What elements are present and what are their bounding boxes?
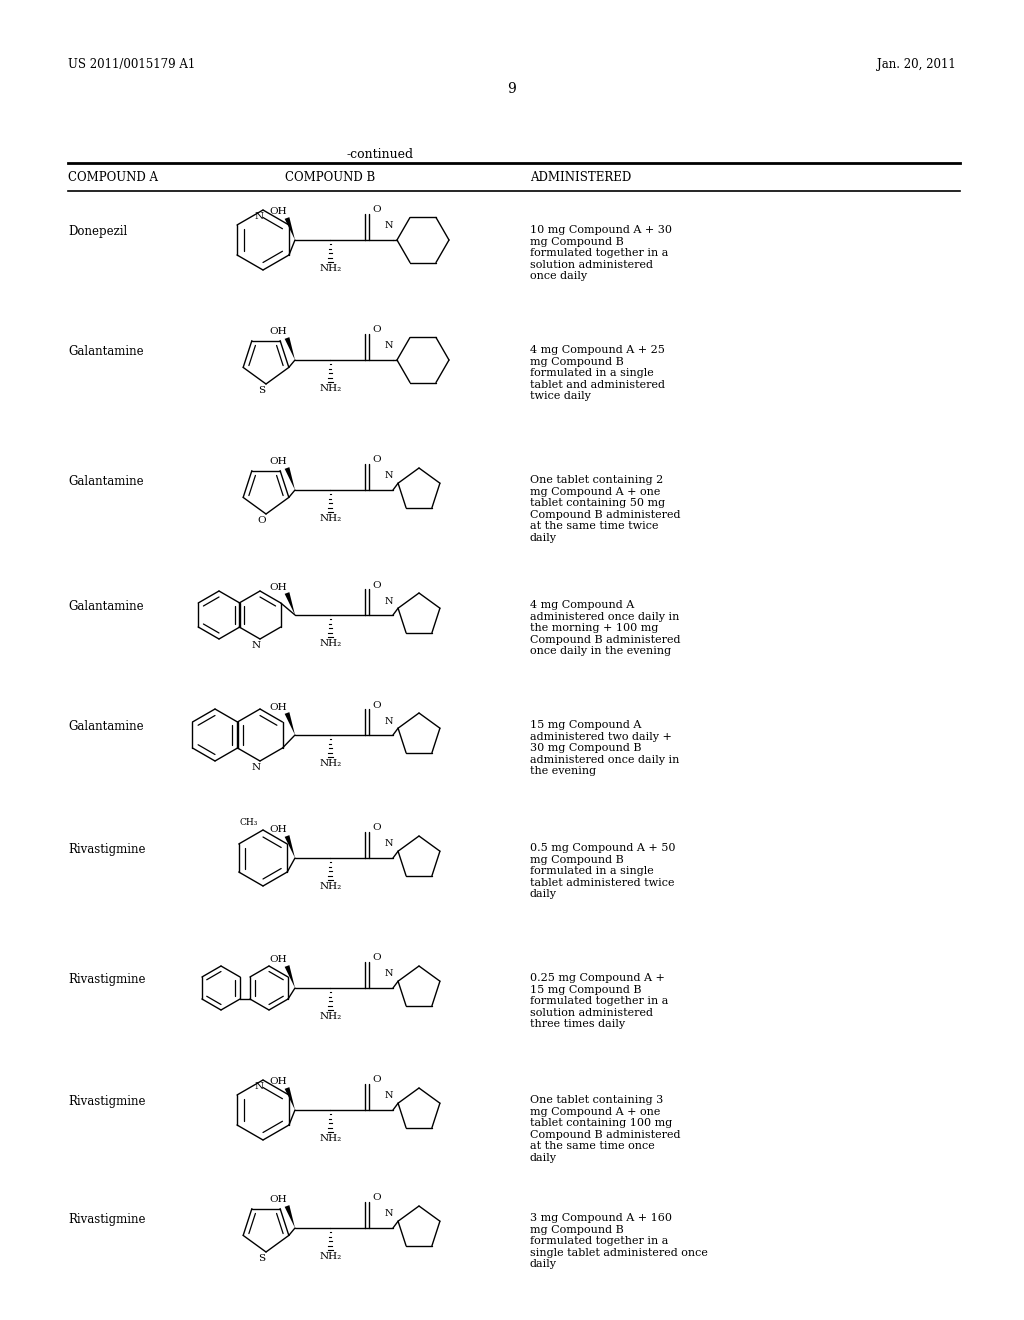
Text: 9: 9 — [508, 82, 516, 96]
Text: N: N — [385, 717, 393, 726]
Text: N: N — [385, 222, 393, 231]
Text: O: O — [372, 701, 381, 710]
Text: O: O — [258, 516, 266, 525]
Text: N: N — [252, 642, 260, 649]
Text: NH₂: NH₂ — [319, 639, 342, 648]
Text: 4 mg Compound A
administered once daily in
the morning + 100 mg
Compound B admin: 4 mg Compound A administered once daily … — [530, 601, 681, 656]
Text: Jan. 20, 2011: Jan. 20, 2011 — [878, 58, 956, 71]
Text: 0.5 mg Compound A + 50
mg Compound B
formulated in a single
tablet administered : 0.5 mg Compound A + 50 mg Compound B for… — [530, 843, 676, 899]
Text: OH: OH — [269, 582, 287, 591]
Text: COMPOUND A: COMPOUND A — [68, 172, 158, 183]
Text: O: O — [372, 824, 381, 833]
Polygon shape — [285, 337, 295, 360]
Text: O: O — [372, 206, 381, 214]
Text: NH₂: NH₂ — [319, 1134, 342, 1143]
Text: OH: OH — [269, 1196, 287, 1204]
Text: OH: OH — [269, 327, 287, 337]
Text: NH₂: NH₂ — [319, 384, 342, 393]
Text: N: N — [255, 1082, 264, 1092]
Text: 4 mg Compound A + 25
mg Compound B
formulated in a single
tablet and administere: 4 mg Compound A + 25 mg Compound B formu… — [530, 345, 665, 401]
Text: N: N — [385, 471, 393, 480]
Text: Galantamine: Galantamine — [68, 719, 143, 733]
Text: O: O — [372, 581, 381, 590]
Text: -continued: -continued — [346, 148, 414, 161]
Text: CH₃: CH₃ — [240, 818, 258, 828]
Polygon shape — [285, 713, 295, 735]
Polygon shape — [285, 836, 295, 858]
Text: O: O — [372, 953, 381, 962]
Polygon shape — [285, 1205, 295, 1228]
Text: Rivastigmine: Rivastigmine — [68, 843, 145, 855]
Text: OH: OH — [269, 458, 287, 466]
Text: 15 mg Compound A
administered two daily +
30 mg Compound B
administered once dai: 15 mg Compound A administered two daily … — [530, 719, 679, 776]
Text: OH: OH — [269, 1077, 287, 1086]
Text: O: O — [372, 1193, 381, 1203]
Text: O: O — [372, 1076, 381, 1085]
Text: Galantamine: Galantamine — [68, 601, 143, 612]
Text: NH₂: NH₂ — [319, 513, 342, 523]
Text: NH₂: NH₂ — [319, 1251, 342, 1261]
Text: Rivastigmine: Rivastigmine — [68, 1213, 145, 1226]
Polygon shape — [285, 593, 295, 615]
Text: N: N — [255, 213, 264, 220]
Text: NH₂: NH₂ — [319, 759, 342, 768]
Text: Rivastigmine: Rivastigmine — [68, 1096, 145, 1107]
Text: 0.25 mg Compound A +
15 mg Compound B
formulated together in a
solution administ: 0.25 mg Compound A + 15 mg Compound B fo… — [530, 973, 669, 1030]
Text: 3 mg Compound A + 160
mg Compound B
formulated together in a
single tablet admin: 3 mg Compound A + 160 mg Compound B form… — [530, 1213, 708, 1270]
Polygon shape — [285, 467, 295, 490]
Polygon shape — [285, 1088, 295, 1110]
Text: 10 mg Compound A + 30
mg Compound B
formulated together in a
solution administer: 10 mg Compound A + 30 mg Compound B form… — [530, 224, 672, 281]
Text: NH₂: NH₂ — [319, 264, 342, 273]
Text: S: S — [258, 1254, 265, 1263]
Text: Rivastigmine: Rivastigmine — [68, 973, 145, 986]
Text: OH: OH — [269, 956, 287, 965]
Text: Galantamine: Galantamine — [68, 475, 143, 488]
Text: N: N — [385, 1209, 393, 1218]
Text: US 2011/0015179 A1: US 2011/0015179 A1 — [68, 58, 196, 71]
Text: COMPOUND B: COMPOUND B — [285, 172, 375, 183]
Text: One tablet containing 2
mg Compound A + one
tablet containing 50 mg
Compound B a: One tablet containing 2 mg Compound A + … — [530, 475, 681, 543]
Text: NH₂: NH₂ — [319, 1012, 342, 1020]
Text: N: N — [385, 1092, 393, 1101]
Text: N: N — [385, 969, 393, 978]
Text: Galantamine: Galantamine — [68, 345, 143, 358]
Text: NH₂: NH₂ — [319, 882, 342, 891]
Text: N: N — [252, 763, 260, 772]
Text: S: S — [258, 385, 265, 395]
Text: OH: OH — [269, 207, 287, 216]
Text: One tablet containing 3
mg Compound A + one
tablet containing 100 mg
Compound B : One tablet containing 3 mg Compound A + … — [530, 1096, 681, 1163]
Text: O: O — [372, 455, 381, 465]
Polygon shape — [285, 218, 295, 240]
Polygon shape — [285, 965, 295, 987]
Text: Donepezil: Donepezil — [68, 224, 127, 238]
Text: N: N — [385, 597, 393, 606]
Text: N: N — [385, 342, 393, 351]
Text: OH: OH — [269, 825, 287, 834]
Text: OH: OH — [269, 702, 287, 711]
Text: N: N — [385, 840, 393, 849]
Text: ADMINISTERED: ADMINISTERED — [530, 172, 631, 183]
Text: O: O — [372, 326, 381, 334]
